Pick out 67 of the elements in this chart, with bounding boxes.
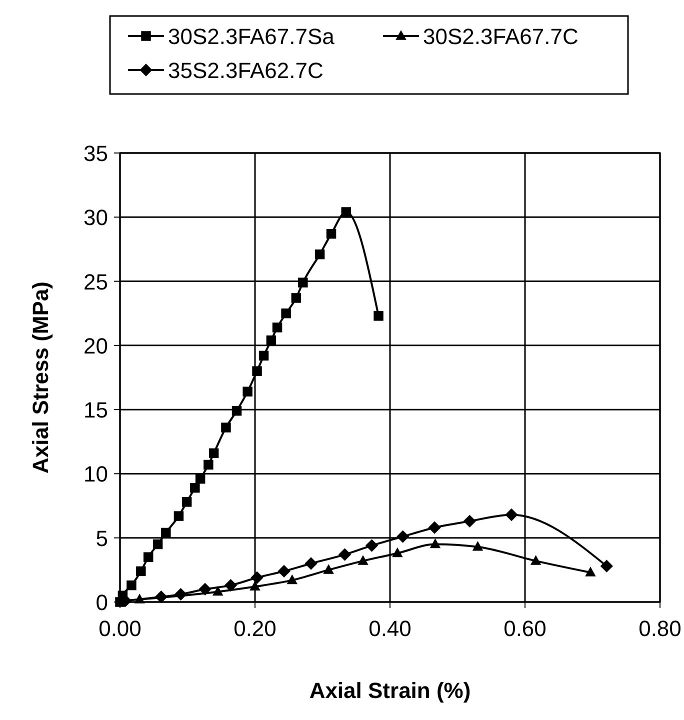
point [232,406,242,416]
point [174,588,188,601]
x-tick-label: 0.80 [638,616,682,641]
legend-label: 30S2.3FA67.7C [423,24,578,49]
legend-label: 35S2.3FA62.7C [168,58,324,83]
point [392,547,403,558]
y-tick-label: 30 [84,205,108,230]
point [374,311,384,321]
x-tick-label: 0.40 [368,616,412,641]
point [365,539,378,552]
point [250,571,264,584]
point [174,511,184,521]
point [430,538,441,548]
y-tick-label: 35 [84,141,108,166]
point [326,228,336,239]
point [298,278,308,288]
point [358,555,368,565]
point [252,366,262,376]
legend-label: 30S2.3FA67.7Sa [168,24,336,49]
x-axis-title: Axial Strain (%) [309,678,471,703]
point [221,422,231,432]
point [505,508,518,522]
point [530,555,542,565]
point [585,566,596,576]
point [396,530,410,543]
point [250,580,260,591]
point [314,249,325,260]
x-tick-label: 0.60 [504,616,546,641]
point [242,386,252,396]
point [190,482,200,493]
point [224,578,238,592]
y-axis-title: Axial Stress (MPa) [28,282,53,474]
point [198,582,212,596]
point [204,460,214,470]
x-tick-label: 0.00 [98,616,142,641]
point [428,521,441,534]
point [266,335,276,346]
y-tick-label: 0 [96,590,108,615]
x-tick-label: 0.20 [234,616,276,641]
point [208,448,219,458]
point [338,548,352,561]
point [212,586,224,596]
point [136,566,146,576]
point [341,207,351,217]
point [304,557,318,570]
point [286,574,298,584]
y-tick-label: 10 [84,462,108,487]
y-tick-label: 25 [84,269,108,294]
y-tick-label: 15 [84,398,108,423]
point [278,564,290,578]
point [472,540,484,551]
point [323,564,334,574]
point [195,474,206,484]
point [154,590,168,604]
point [143,552,154,562]
point [272,322,282,332]
point [258,350,269,361]
point [161,528,171,538]
y-tick-label: 20 [84,333,108,358]
point [281,308,291,318]
point [126,580,136,590]
point [291,293,302,303]
point [182,497,192,507]
point [463,514,476,528]
y-tick-label: 5 [96,526,108,551]
point [600,560,614,572]
point [152,539,163,550]
